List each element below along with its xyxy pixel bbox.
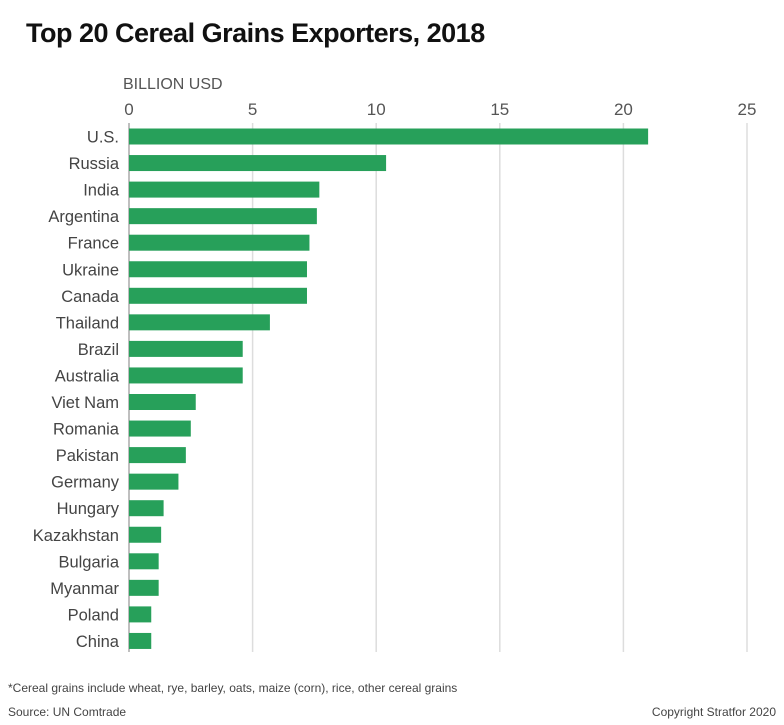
chart-title: Top 20 Cereal Grains Exporters, 2018 — [26, 18, 485, 48]
footnote: *Cereal grains include wheat, rye, barle… — [8, 681, 458, 695]
gridlines — [128, 123, 748, 652]
bar — [129, 367, 243, 384]
bar — [129, 208, 317, 225]
category-label: France — [68, 235, 119, 253]
bars — [129, 128, 649, 649]
x-tick-labels: 0 5 10 15 20 25 — [124, 100, 756, 119]
category-label: Russia — [69, 155, 120, 173]
category-label: Ukraine — [62, 261, 119, 279]
category-label: Argentina — [48, 208, 119, 226]
category-label: China — [76, 633, 120, 651]
x-tick-label: 0 — [124, 100, 133, 119]
bar — [129, 128, 649, 145]
bar — [129, 261, 307, 278]
category-label: Poland — [68, 606, 119, 624]
bar — [129, 340, 243, 357]
category-label: U.S. — [87, 129, 119, 147]
category-label: Pakistan — [56, 447, 119, 465]
category-label: Canada — [61, 288, 120, 306]
x-tick-label: 10 — [367, 100, 386, 119]
category-label: Viet Nam — [51, 394, 119, 412]
bar — [129, 420, 191, 437]
bar — [129, 394, 196, 410]
bar — [129, 155, 387, 172]
source-note: Source: UN Comtrade — [8, 705, 127, 719]
bar-chart: 0 5 10 15 20 25 U.S. Russia India Argentina Franc… — [33, 100, 756, 652]
bar — [129, 234, 310, 251]
bar — [129, 553, 159, 570]
category-label: Bulgaria — [58, 553, 119, 571]
category-labels: U.S. Russia India Argentina France Ukraine Can… — [33, 129, 120, 651]
x-tick-label: 15 — [490, 100, 509, 119]
bar — [129, 473, 179, 490]
bar — [129, 632, 152, 649]
category-label: Thailand — [56, 314, 119, 332]
bar — [129, 606, 152, 623]
category-label: India — [83, 182, 120, 200]
bar — [129, 181, 320, 198]
category-label: Myanmar — [50, 580, 119, 598]
bar — [129, 500, 164, 517]
bar — [129, 447, 186, 464]
copyright-note: Copyright Stratfor 2020 — [651, 705, 776, 719]
x-tick-label: 5 — [248, 100, 257, 119]
bar — [129, 287, 307, 304]
category-label: Romania — [53, 421, 120, 439]
category-label: Hungary — [57, 500, 120, 518]
bar — [129, 579, 159, 596]
category-label: Australia — [55, 367, 120, 385]
category-label: Kazakhstan — [33, 527, 119, 545]
category-label: Brazil — [78, 341, 119, 359]
x-tick-label: 25 — [738, 100, 757, 119]
x-axis-label: BILLION USD — [123, 76, 223, 93]
bar — [129, 526, 162, 543]
bar — [129, 314, 270, 331]
x-tick-label: 20 — [614, 100, 633, 119]
category-label: Germany — [51, 474, 120, 492]
